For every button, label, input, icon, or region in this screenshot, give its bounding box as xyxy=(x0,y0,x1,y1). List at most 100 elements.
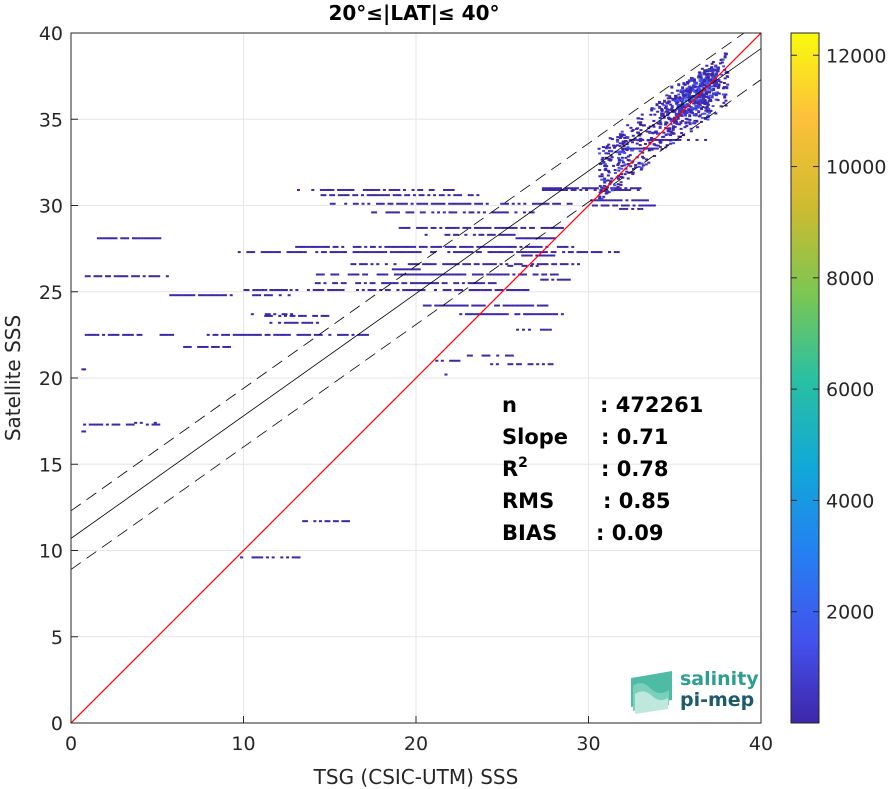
data-cell xyxy=(603,181,607,184)
data-cell xyxy=(706,68,710,71)
x-tick-label: 20 xyxy=(404,733,428,755)
data-cell xyxy=(551,278,555,281)
stat-value: : 0.85 xyxy=(603,489,671,513)
data-cell xyxy=(422,211,426,214)
data-cell xyxy=(609,180,613,183)
data-cell xyxy=(669,142,673,145)
data-cell xyxy=(393,245,396,248)
data-cell xyxy=(613,145,617,148)
data-cell xyxy=(499,245,503,248)
data-cell xyxy=(706,101,710,105)
data-cell xyxy=(688,110,692,114)
data-cell xyxy=(397,188,401,191)
data-cell xyxy=(148,275,152,278)
data-cell xyxy=(465,304,469,307)
data-cell xyxy=(451,211,455,214)
data-cell xyxy=(508,226,512,229)
data-cell xyxy=(722,82,726,85)
data-cell xyxy=(258,294,262,297)
data-cell xyxy=(690,111,694,114)
data-cell xyxy=(699,120,703,123)
data-cell xyxy=(478,251,482,254)
data-cell xyxy=(108,237,112,240)
data-cell xyxy=(451,304,455,307)
data-cell xyxy=(485,245,488,248)
data-cell xyxy=(401,251,405,254)
data-cell xyxy=(542,304,546,307)
data-cell xyxy=(419,202,423,205)
data-cell xyxy=(306,245,310,248)
data-cell xyxy=(465,313,469,316)
data-cell xyxy=(489,233,493,236)
data-cell xyxy=(626,204,630,207)
data-cell xyxy=(696,90,700,94)
data-cell xyxy=(186,294,190,297)
data-cell xyxy=(698,84,702,88)
data-cell xyxy=(422,304,426,307)
data-cell xyxy=(372,194,376,197)
data-cell xyxy=(545,263,549,266)
data-cell xyxy=(638,144,642,147)
data-cell xyxy=(461,251,465,254)
data-cell xyxy=(619,188,623,191)
data-cell xyxy=(630,130,634,133)
data-cell xyxy=(521,251,525,254)
stat-value: : 0.71 xyxy=(601,425,669,449)
data-cell xyxy=(474,289,478,292)
data-cell xyxy=(260,556,264,559)
data-cell xyxy=(457,289,461,292)
data-cell xyxy=(722,101,726,104)
data-cell xyxy=(669,123,673,126)
data-cell xyxy=(603,179,607,182)
data-cell xyxy=(670,85,674,89)
data-cell xyxy=(514,226,518,229)
data-cell xyxy=(567,251,571,254)
data-cell xyxy=(562,251,566,254)
data-cell xyxy=(681,89,685,93)
data-cell xyxy=(540,313,544,316)
data-cell xyxy=(404,226,408,229)
data-cell xyxy=(459,313,463,316)
data-cell xyxy=(691,86,695,90)
data-cell xyxy=(223,294,227,297)
data-cell xyxy=(517,202,521,205)
data-cell xyxy=(360,194,364,197)
data-cell xyxy=(257,556,261,559)
data-cell xyxy=(570,187,574,190)
data-cell xyxy=(635,187,639,190)
data-cell xyxy=(488,289,492,292)
data-cell xyxy=(639,168,643,171)
data-cell xyxy=(506,273,510,276)
data-cell xyxy=(631,129,635,132)
data-cell xyxy=(635,147,639,150)
data-cell xyxy=(638,204,642,207)
data-cell xyxy=(657,132,661,135)
data-cell xyxy=(318,245,322,248)
data-cell xyxy=(355,282,359,285)
data-cell xyxy=(603,168,607,171)
data-cell xyxy=(666,138,670,141)
data-cell xyxy=(680,99,684,102)
data-cell xyxy=(459,245,463,248)
data-marks xyxy=(81,52,730,559)
data-cell xyxy=(414,273,418,276)
data-cell xyxy=(618,142,622,145)
data-cell xyxy=(139,333,143,336)
data-cell xyxy=(508,245,511,248)
data-cell xyxy=(448,211,452,214)
data-cell xyxy=(370,289,374,292)
data-cell xyxy=(494,211,498,214)
data-cell xyxy=(482,282,486,285)
data-cell xyxy=(283,321,287,324)
data-cell xyxy=(546,254,550,257)
data-cell xyxy=(677,99,681,102)
data-cell xyxy=(621,143,625,146)
data-cell xyxy=(114,237,118,240)
data-cell xyxy=(604,199,608,202)
data-cell xyxy=(315,289,319,292)
data-cell xyxy=(374,211,378,214)
data-cell xyxy=(571,245,575,248)
data-cell xyxy=(278,289,282,292)
data-cell xyxy=(509,233,513,236)
data-cell xyxy=(477,211,481,214)
